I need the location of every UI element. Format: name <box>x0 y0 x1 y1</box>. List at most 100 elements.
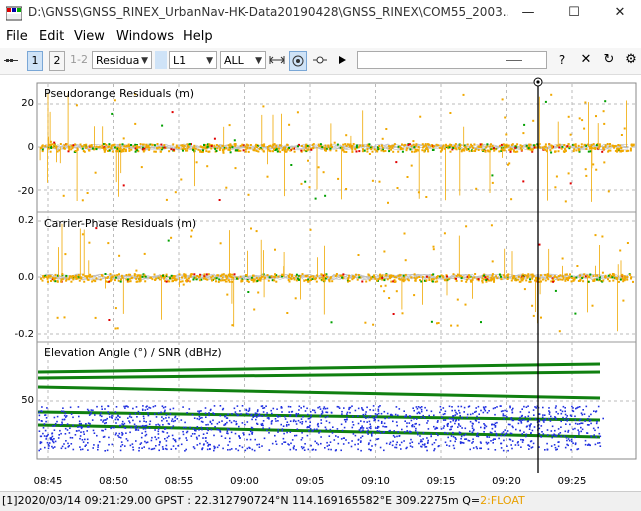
snr-point <box>511 409 513 411</box>
snr-point <box>376 427 379 429</box>
residual-point <box>105 144 108 146</box>
snr-point <box>230 431 233 434</box>
snr-point <box>172 438 175 440</box>
residual-point <box>187 143 190 146</box>
snr-point <box>463 411 465 413</box>
help-button[interactable]: ? <box>558 53 566 67</box>
snr-point <box>204 407 207 409</box>
residual-point <box>392 313 395 315</box>
snr-point <box>348 408 350 411</box>
residual-point <box>269 144 272 147</box>
residual-point <box>184 276 187 279</box>
snr-point <box>343 426 346 429</box>
snr-point <box>415 427 417 430</box>
snr-point <box>394 436 396 438</box>
minimize-button[interactable]: — <box>521 5 535 20</box>
center-origin-icon[interactable] <box>289 51 307 71</box>
snr-point <box>346 416 348 419</box>
snr-point <box>216 422 219 425</box>
plot-1-2-button[interactable]: 1-2 <box>70 53 88 66</box>
close-icon[interactable]: ✕ <box>580 52 592 67</box>
menu-file[interactable]: File <box>6 29 28 44</box>
menu-windows[interactable]: Windows <box>116 29 175 44</box>
snr-point <box>372 405 375 407</box>
residual-point <box>282 147 285 150</box>
connect-icon[interactable] <box>4 51 18 69</box>
residual-point <box>370 148 373 151</box>
residual-point <box>371 150 374 153</box>
residual-point <box>223 146 226 149</box>
snr-point <box>427 428 430 430</box>
residual-point <box>493 280 495 283</box>
snr-point <box>369 409 371 411</box>
residual-point <box>538 143 541 146</box>
residual-point <box>82 150 85 152</box>
residual-point <box>546 276 549 279</box>
plot-2-button[interactable]: 2 <box>49 51 65 71</box>
satellite-select[interactable]: ALL ▼ <box>220 51 266 69</box>
residual-plot-area[interactable]: Pseudorange Residuals (m) Carrier-Phase … <box>0 75 641 500</box>
residual-point <box>549 149 552 152</box>
residual-point <box>556 144 559 147</box>
residual-point <box>483 273 486 276</box>
residual-point <box>557 278 560 281</box>
show-track-icon[interactable] <box>312 51 328 69</box>
gear-icon[interactable]: ⚙ <box>625 52 637 67</box>
snr-point <box>63 414 66 417</box>
frequency-select[interactable]: L1 ▼ <box>169 51 217 69</box>
reload-icon[interactable]: ↻ <box>603 52 615 67</box>
snr-point <box>140 442 143 444</box>
residual-point <box>72 275 74 278</box>
fit-horizontal-icon[interactable] <box>269 51 285 69</box>
residual-point <box>453 277 456 280</box>
menu-edit[interactable]: Edit <box>39 29 65 44</box>
snr-point <box>126 405 128 407</box>
residual-point <box>575 149 578 152</box>
snr-point <box>59 424 62 426</box>
residual-point <box>75 276 78 279</box>
residual-point <box>154 150 157 153</box>
residual-point <box>275 146 278 149</box>
residual-point <box>116 147 119 150</box>
residual-point <box>448 278 451 281</box>
close-window-button[interactable]: ✕ <box>614 5 626 20</box>
residual-point <box>465 280 468 283</box>
residual-point <box>618 147 620 150</box>
menu-help[interactable]: Help <box>183 29 213 44</box>
snr-point <box>227 444 229 446</box>
residual-point <box>462 93 465 96</box>
snr-point <box>570 415 573 417</box>
snr-point <box>455 438 457 440</box>
snr-point <box>511 425 514 428</box>
residual-point <box>341 276 344 279</box>
residual-point <box>105 280 108 283</box>
snr-point <box>454 414 457 416</box>
maximize-button[interactable]: ☐ <box>568 5 580 20</box>
residual-point <box>445 274 448 277</box>
residual-point <box>532 314 535 317</box>
time-slider-thumb[interactable] <box>506 60 522 61</box>
snr-point <box>321 410 324 412</box>
residual-point <box>108 319 111 321</box>
residual-point <box>108 143 111 146</box>
snr-point <box>336 428 339 430</box>
snr-point <box>361 427 363 429</box>
menu-view[interactable]: View <box>74 29 105 44</box>
residual-point <box>307 159 309 162</box>
snr-point <box>442 407 445 409</box>
residual-point <box>67 278 70 281</box>
time-slider[interactable] <box>357 51 547 69</box>
snr-point <box>298 409 300 411</box>
snr-point <box>142 428 145 430</box>
residual-point <box>565 273 568 276</box>
snr-point <box>485 425 488 428</box>
sat-toggle-icon[interactable] <box>155 51 167 69</box>
snr-point <box>431 443 434 446</box>
residual-point <box>412 140 415 143</box>
plot-type-select[interactable]: Residua ▼ <box>92 51 152 69</box>
data-points <box>37 93 635 452</box>
plot-1-button[interactable]: 1 <box>27 51 43 71</box>
snr-point <box>185 426 187 429</box>
play-icon[interactable] <box>336 51 348 69</box>
snr-point <box>504 414 506 417</box>
